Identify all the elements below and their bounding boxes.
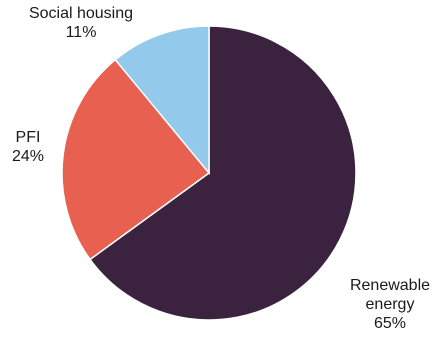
slice-percent-label: 65% [374,315,406,332]
slices-layer [61,25,357,321]
slice-name-label: PFI [16,129,41,146]
slice-name-label: energy [366,296,415,313]
slice-label-pfi: PFI 24% [12,129,44,165]
slice-label-renewable-energy: Renewable energy 65% [350,277,430,332]
pie-slice-pfi [61,58,211,261]
slice-label-social-housing: Social housing 11% [29,5,133,41]
slice-percent-label: 11% [66,24,97,41]
pie-slice-social-housing [114,25,210,176]
slice-name-label: Social housing [29,5,133,22]
labels-layer: Renewable energy 65% PFI 24% Social housing 11… [12,5,430,332]
slice-percent-label: 24% [12,148,44,165]
pie-slice-renewable-energy [89,25,357,321]
slice-name-label: Renewable [350,277,430,294]
